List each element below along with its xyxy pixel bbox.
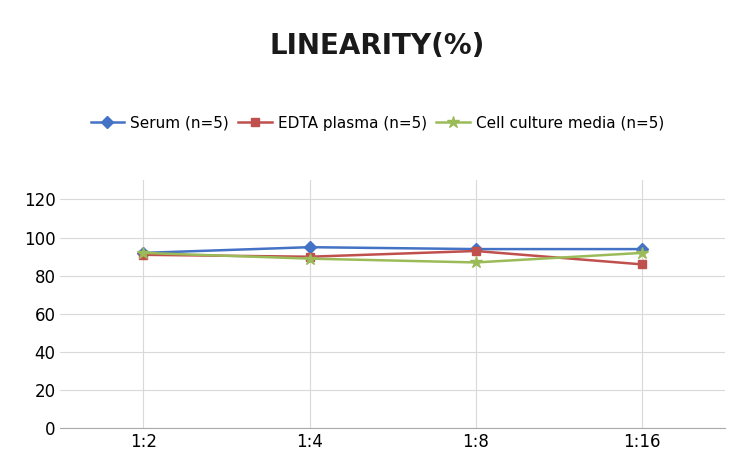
EDTA plasma (n=5): [637, 262, 646, 267]
Cell culture media (n=5): [305, 256, 314, 261]
EDTA plasma (n=5): [471, 249, 480, 254]
Cell culture media (n=5): [139, 250, 148, 256]
Serum (n=5): [637, 246, 646, 252]
EDTA plasma (n=5): [139, 252, 148, 258]
Line: Cell culture media (n=5): Cell culture media (n=5): [137, 247, 648, 269]
Line: Serum (n=5): Serum (n=5): [139, 243, 646, 257]
Serum (n=5): [305, 244, 314, 250]
Line: EDTA plasma (n=5): EDTA plasma (n=5): [139, 247, 646, 268]
Cell culture media (n=5): [471, 260, 480, 265]
Legend: Serum (n=5), EDTA plasma (n=5), Cell culture media (n=5): Serum (n=5), EDTA plasma (n=5), Cell cul…: [91, 116, 664, 131]
EDTA plasma (n=5): [305, 254, 314, 259]
Text: LINEARITY(%): LINEARITY(%): [270, 32, 485, 60]
Serum (n=5): [471, 246, 480, 252]
Cell culture media (n=5): [637, 250, 646, 256]
Serum (n=5): [139, 250, 148, 256]
